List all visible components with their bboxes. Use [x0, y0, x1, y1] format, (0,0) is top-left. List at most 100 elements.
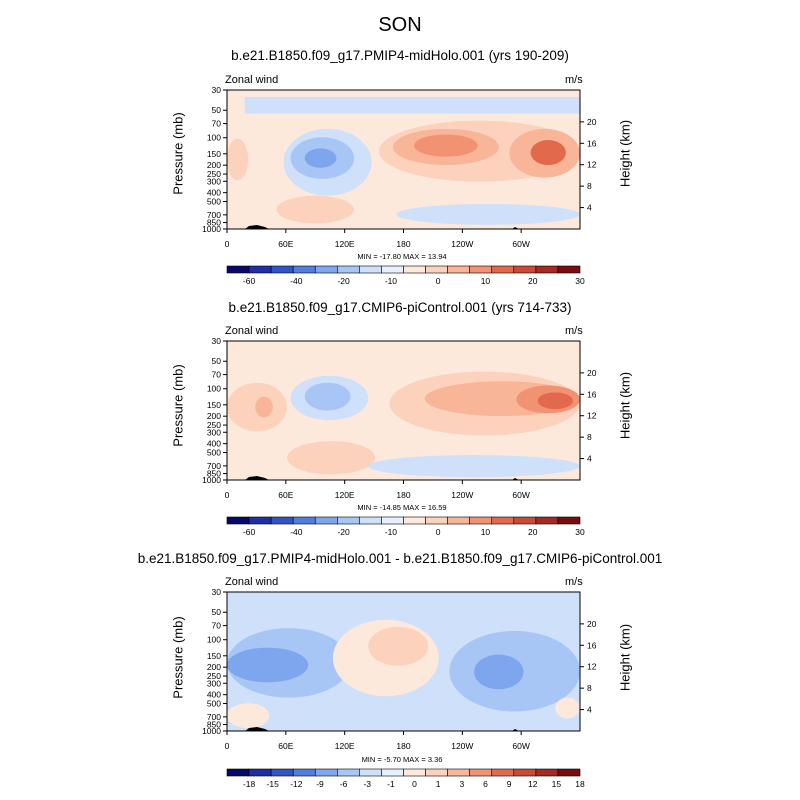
contour-region — [255, 396, 273, 418]
y2-tick-label: 8 — [587, 432, 592, 442]
topography — [245, 476, 269, 480]
colorbar-label: 20 — [528, 527, 538, 537]
colorbar-label: 3 — [459, 779, 464, 789]
panel-3-minmax: MIN = -5.70 MAX = 3.36 — [361, 755, 443, 764]
colorbar-swatch — [226, 768, 250, 777]
y-tick-label: 500 — [207, 699, 221, 709]
colorbar-swatch — [557, 768, 581, 777]
contour-region — [368, 454, 580, 478]
panel-2-units-label: m/s — [565, 325, 583, 337]
panel-2-title: b.e21.B1850.f09_g17.CMIP6-piControl.001 … — [228, 300, 572, 315]
panel-2-minmax: MIN = -14.85 MAX = 16.59 — [357, 503, 447, 512]
x-tick-label: 120E — [335, 741, 355, 751]
y-tick-label: 100 — [207, 133, 221, 143]
colorbar-swatch — [491, 768, 515, 777]
y-tick-label: 70 — [212, 119, 222, 129]
x-tick-label: 60E — [278, 741, 293, 751]
colorbar-swatch — [535, 768, 559, 777]
colorbar-label: 30 — [575, 276, 585, 286]
x-tick-label: 60E — [278, 239, 293, 249]
colorbar-label: -40 — [290, 527, 303, 537]
contour-region — [276, 195, 355, 224]
colorbar-swatch — [381, 768, 404, 777]
colorbar-label: 0 — [436, 527, 441, 537]
y2-tick-label: 4 — [587, 203, 592, 213]
colorbar-swatch — [292, 768, 316, 777]
y-tick-label: 30 — [212, 336, 222, 346]
y-tick-label: 300 — [207, 176, 221, 186]
panel-1-title: b.e21.B1850.f09_g17.PMIP4-midHolo.001 (y… — [231, 48, 569, 63]
colorbar-label: -15 — [267, 779, 280, 789]
y-tick-label: 70 — [212, 370, 222, 380]
y-tick-label: 700 — [207, 210, 221, 220]
y-tick-label: 400 — [207, 690, 221, 700]
y-tick-label: 150 — [207, 149, 221, 159]
x-tick-label: 60E — [278, 490, 293, 500]
colorbar-label: 9 — [507, 779, 512, 789]
colorbar-label: 6 — [483, 779, 488, 789]
panel-2-field — [227, 341, 580, 480]
colorbar-swatch — [557, 516, 581, 525]
colorbar-swatch — [337, 768, 360, 777]
x-tick-label: 60W — [512, 490, 529, 500]
y-tick-label: 250 — [207, 671, 221, 681]
contour-region — [530, 140, 566, 166]
contour-region — [304, 148, 337, 168]
x-tick-label: 0 — [225, 741, 230, 751]
page-title: SON — [378, 14, 422, 36]
y2-tick-label: 20 — [587, 117, 597, 127]
x-tick-label: 120E — [335, 490, 355, 500]
y-tick-label: 200 — [207, 160, 221, 170]
x-tick-label: 60W — [512, 741, 529, 751]
colorbar-swatch — [513, 768, 537, 777]
colorbar-label: 1 — [436, 779, 441, 789]
contour-region — [287, 441, 376, 475]
panel-3-title: b.e21.B1850.f09_g17.PMIP4-midHolo.001 - … — [137, 551, 663, 566]
colorbar-swatch — [557, 265, 581, 274]
y2-tick-label: 8 — [587, 181, 592, 191]
y2-tick-label: 12 — [587, 662, 597, 672]
y-tick-label: 850 — [207, 720, 221, 730]
panel-3-variable-label: Zonal wind — [225, 576, 279, 588]
contour-region — [227, 138, 249, 181]
colorbar-label: 30 — [575, 527, 585, 537]
colorbar-swatch — [248, 768, 272, 777]
y2-tick-label: 12 — [587, 411, 597, 421]
y2-tick-label: 16 — [587, 640, 597, 650]
colorbar-label: -3 — [363, 779, 371, 789]
y-tick-label: 30 — [212, 587, 222, 597]
y-tick-label: 150 — [207, 400, 221, 410]
colorbar-swatch — [447, 768, 470, 777]
contour-region — [368, 626, 429, 666]
y-tick-label: 250 — [207, 169, 221, 179]
y-tick-label: 70 — [212, 621, 222, 631]
y-tick-label: 200 — [207, 411, 221, 421]
colorbar-label: 0 — [436, 276, 441, 286]
colorbar-swatch — [314, 768, 338, 777]
colorbar-label: 15 — [552, 779, 562, 789]
y2-tick-label: 16 — [587, 138, 597, 148]
y-tick-label: 50 — [212, 356, 222, 366]
contour-region — [414, 134, 478, 157]
x-tick-label: 0 — [225, 239, 230, 249]
y2-tick-label: 16 — [587, 389, 597, 399]
x-tick-label: 180 — [396, 239, 410, 249]
colorbar-label: -20 — [337, 276, 350, 286]
y-tick-label: 250 — [207, 420, 221, 430]
x-tick-label: 60W — [512, 239, 529, 249]
y-tick-label: 500 — [207, 448, 221, 458]
contour-region — [537, 392, 573, 410]
colorbar-label: -1 — [387, 779, 395, 789]
y-tick-label: 700 — [207, 461, 221, 471]
contour-region — [227, 703, 270, 729]
contour-region — [474, 654, 524, 690]
colorbar-label: 20 — [528, 276, 538, 286]
contour-region — [304, 382, 351, 411]
y2-tick-label: 4 — [587, 705, 592, 715]
colorbar-label: -60 — [243, 276, 256, 286]
colorbar-swatch — [469, 768, 493, 777]
colorbar-label: -40 — [290, 276, 303, 286]
